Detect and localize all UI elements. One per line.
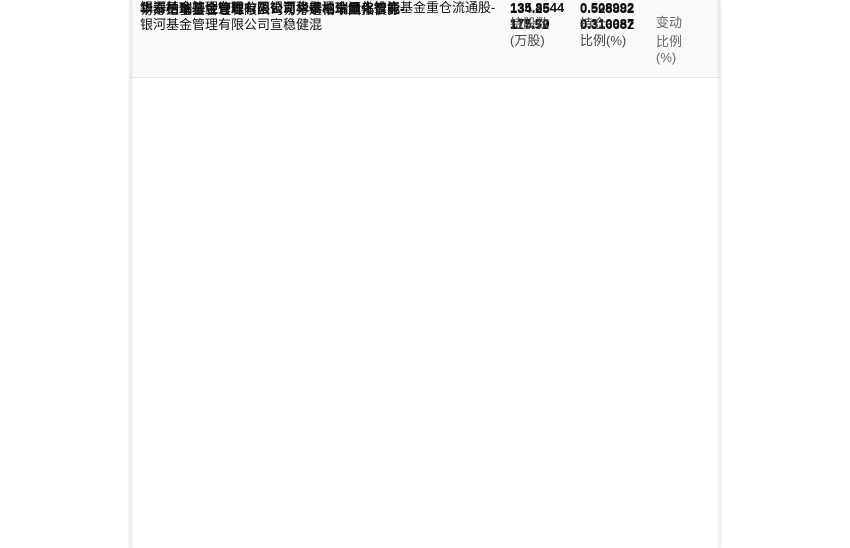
ratio-value-2: 0.528882 bbox=[580, 1, 634, 17]
table-header-row: 银河基金管理有限公司银河稳健混合证券投资基金重仓流通股- 华泰柏瑞基金管理有限公… bbox=[130, 0, 720, 78]
shares-header-unit: (万股) bbox=[510, 33, 545, 49]
ratio-header-label: 持仓 bbox=[580, 16, 606, 32]
change-header-unit: 比例 bbox=[656, 31, 704, 50]
holdings-table: 银河基金管理有限公司银河稳健混合证券投资基金重仓流通股- 华泰柏瑞基金管理有限公… bbox=[130, 0, 720, 548]
shares-header-label: 持股数 bbox=[510, 16, 549, 32]
change-header-unit2: (%) bbox=[656, 50, 704, 65]
institution-name-3: 易方达基金管理有限公司易方达裕丰回报债券- bbox=[140, 2, 404, 18]
institution-name-4: 银河基金管理有限公司宣稳健混 bbox=[140, 17, 322, 33]
ratio-header-unit: 比例(%) bbox=[580, 33, 626, 49]
col-change: 变动 比例 (%) bbox=[650, 0, 710, 77]
col-shares: 135.8544 134.25 175.70 117.52 持股数 (万股) bbox=[510, 0, 580, 77]
table-body-empty bbox=[130, 78, 720, 548]
col-institution-name: 银河基金管理有限公司银河稳健混合证券投资基金重仓流通股- 华泰柏瑞基金管理有限公… bbox=[130, 0, 510, 52]
col-ratio: 0.508992 0.528882 0.310087 0.316682 持仓 比… bbox=[580, 0, 650, 77]
change-header-label: 变动 bbox=[656, 12, 704, 31]
shares-value-2: 134.25 bbox=[510, 1, 550, 17]
